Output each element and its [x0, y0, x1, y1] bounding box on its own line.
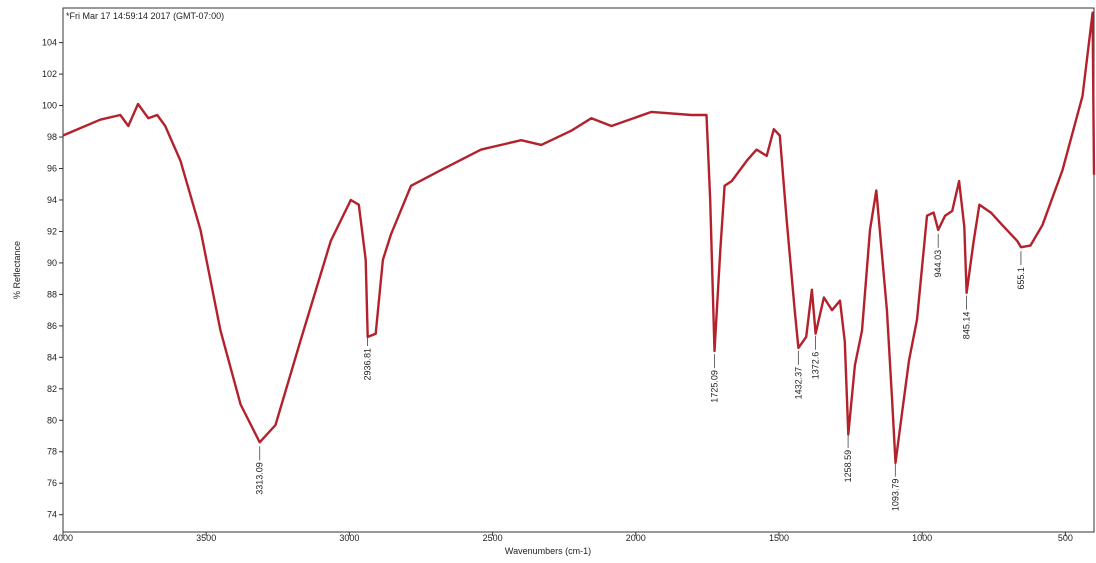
peak-label: 845.14 [962, 312, 972, 340]
x-tick-label: 3500 [196, 533, 216, 543]
y-tick-label: 74 [47, 510, 57, 520]
peak-label: 1093.79 [890, 479, 900, 512]
x-tick-label: 3000 [339, 533, 359, 543]
y-tick-label: 84 [47, 352, 57, 362]
peak-label: 944.03 [933, 250, 943, 278]
y-tick-label: 100 [42, 101, 57, 111]
y-tick-label: 104 [42, 38, 57, 48]
plot-frame [62, 7, 1095, 533]
y-tick-label: 86 [47, 321, 57, 331]
y-axis-label: % Reflectance [12, 241, 22, 299]
y-tick-label: 102 [42, 69, 57, 79]
x-axis-label: Wavenumbers (cm-1) [505, 546, 591, 556]
spectrum-line [62, 11, 1096, 464]
peak-label: 1725.09 [710, 370, 720, 403]
y-tick-label: 92 [47, 226, 57, 236]
x-tick-label: 500 [1058, 533, 1073, 543]
x-tick-label: 1000 [912, 533, 932, 543]
peak-label: 655.1 [1016, 267, 1026, 290]
y-tick-label: 80 [47, 415, 57, 425]
peak-label: 2936.81 [362, 348, 372, 381]
peak-label: 3313.09 [255, 462, 265, 495]
peak-label: 1258.59 [843, 450, 853, 483]
chart-subtitle: *Fri Mar 17 14:59:14 2017 (GMT-07:00) [66, 11, 224, 21]
y-tick-label: 98 [47, 132, 57, 142]
y-tick-label: 88 [47, 289, 57, 299]
y-tick-label: 76 [47, 478, 57, 488]
y-tick-label: 82 [47, 384, 57, 394]
y-tick-label: 96 [47, 164, 57, 174]
y-tick-label: 78 [47, 447, 57, 457]
peak-label: 1432.37 [793, 367, 803, 400]
x-tick-label: 2000 [626, 533, 646, 543]
y-tick-label: 90 [47, 258, 57, 268]
y-tick-label: 94 [47, 195, 57, 205]
peak-label: 1372.6 [810, 352, 820, 380]
x-tick-label: 4000 [53, 533, 73, 543]
x-tick-label: 1500 [769, 533, 789, 543]
x-tick-label: 2500 [483, 533, 503, 543]
